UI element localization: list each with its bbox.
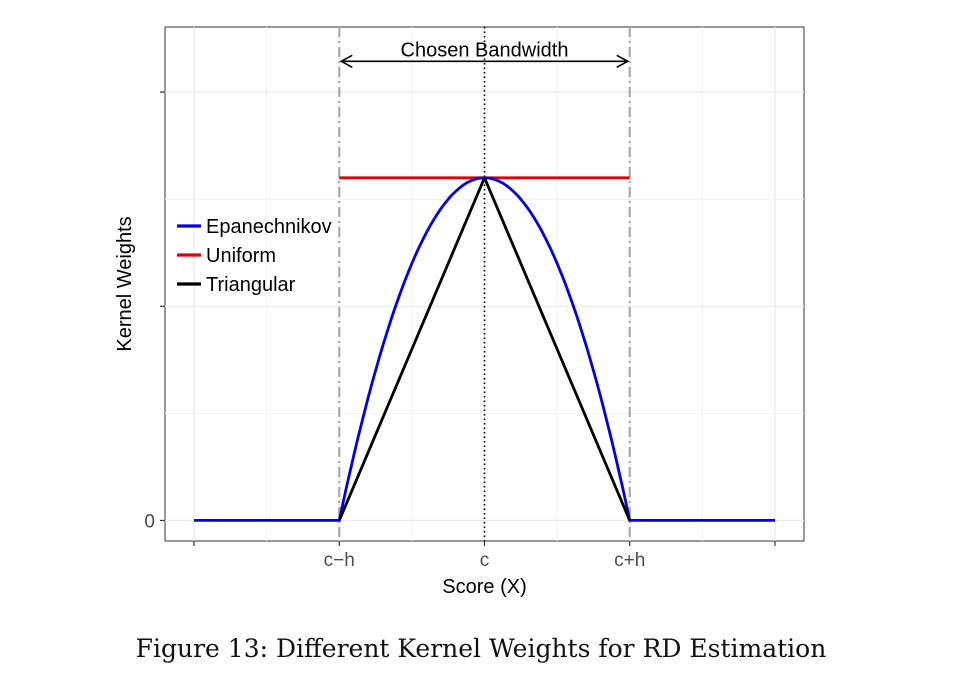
y-axis-label: Kernel Weights	[114, 216, 136, 351]
bandwidth-arrowhead-left	[339, 54, 353, 68]
x-tick-label: c	[480, 550, 490, 571]
axes: c−h c c+h 0	[144, 91, 776, 571]
x-tick-label: c−h	[324, 550, 355, 571]
figure-caption: Figure 13: Different Kernel Weights for …	[135, 634, 827, 663]
series-lines	[194, 176, 775, 522]
legend-label-triangular: Triangular	[206, 274, 296, 296]
x-tick-label: c+h	[614, 550, 645, 571]
legend: Epanechnikov Uniform Triangular	[177, 216, 332, 296]
bandwidth-label: Chosen Bandwidth	[401, 39, 569, 61]
reference-lines	[338, 27, 631, 541]
y-tick-label: 0	[144, 511, 155, 532]
x-axis-label: Score (X)	[442, 576, 526, 598]
bandwidth-annotation: Chosen Bandwidth	[339, 39, 630, 68]
series-line-triangular	[338, 176, 631, 521]
legend-label-uniform: Uniform	[206, 245, 276, 267]
bandwidth-arrowhead-right	[616, 54, 630, 68]
legend-label-epanechnikov: Epanechnikov	[206, 216, 332, 238]
